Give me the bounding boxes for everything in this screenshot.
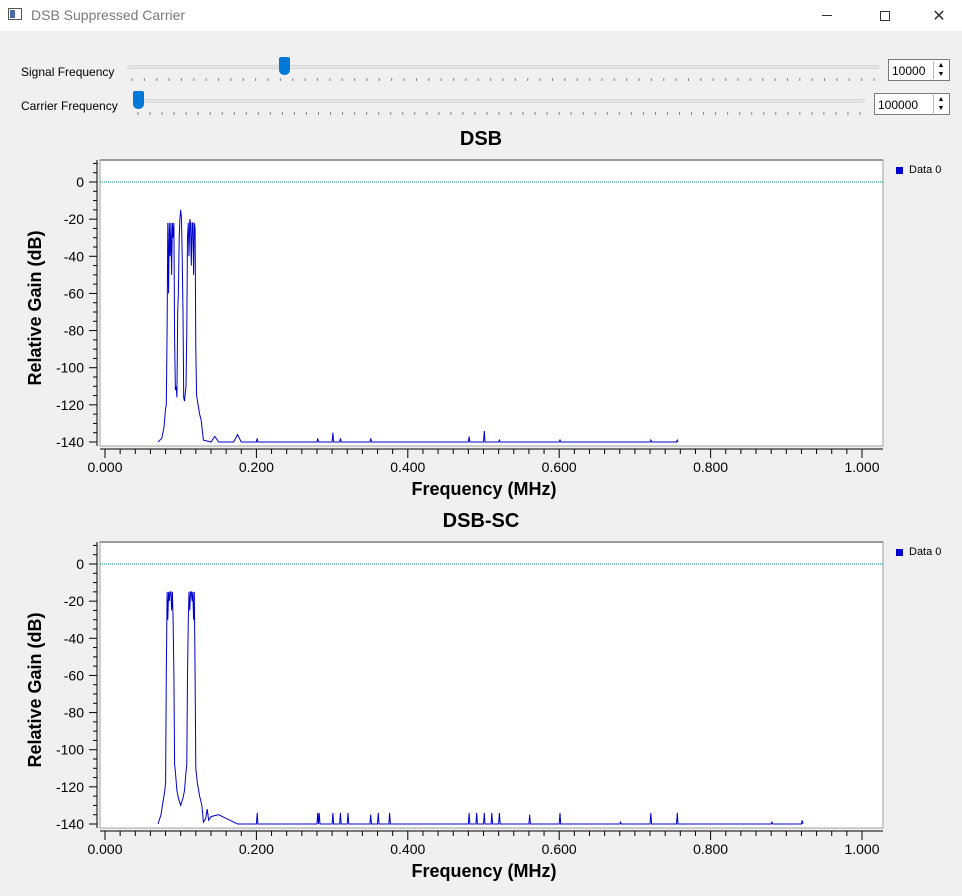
legend-dsb[interactable]: Data 0 — [896, 164, 941, 176]
window-title: DSB Suppressed Carrier — [31, 7, 186, 23]
y-tick-label: -80 — [64, 323, 84, 339]
x-tick-label: 0.000 — [87, 841, 122, 857]
carrier-frequency-value[interactable]: 100000 — [878, 98, 919, 112]
carrier-frequency-spinbox[interactable]: 100000 ▲ ▼ — [874, 93, 950, 115]
x-tick-label: 0.600 — [542, 841, 577, 857]
legend-swatch — [896, 166, 903, 174]
y-tick-label: -60 — [64, 285, 84, 301]
y-axis-label: Relative Gain (dB) — [25, 230, 45, 385]
x-tick-label: 1.000 — [844, 459, 879, 475]
maximize-icon — [880, 10, 890, 21]
x-tick-label: 0.600 — [542, 459, 577, 475]
title-bar: DSB Suppressed Carrier ✕ — [0, 0, 962, 31]
legend-label: Data 0 — [909, 164, 942, 176]
y-tick-label: -120 — [56, 397, 84, 413]
x-axis-label: Frequency (MHz) — [411, 479, 556, 499]
plot-title-dsb-sc: DSB-SC — [442, 510, 520, 532]
x-tick-label: 0.400 — [390, 841, 425, 857]
y-tick-label: -140 — [56, 816, 84, 832]
app-icon — [8, 8, 22, 20]
x-tick-label: 0.800 — [693, 841, 728, 857]
x-tick-label: 0.000 — [87, 459, 122, 475]
series-line-data-0 — [157, 209, 679, 443]
carrier-frequency-ticks — [137, 112, 861, 115]
spin-up-icon[interactable]: ▲ — [937, 96, 945, 103]
signal-frequency-value[interactable]: 10000 — [892, 64, 926, 78]
plot-canvas[interactable] — [99, 159, 884, 447]
y-tick-label: -40 — [64, 630, 84, 646]
signal-frequency-slider-handle[interactable] — [278, 57, 290, 75]
spin-down-icon[interactable]: ▼ — [937, 71, 945, 78]
plot-canvas[interactable] — [99, 541, 884, 829]
series-line-data-0 — [157, 591, 804, 825]
carrier-frequency-slider-track[interactable] — [133, 99, 865, 103]
x-tick-label: 0.200 — [239, 841, 274, 857]
y-tick-label: -20 — [64, 211, 84, 227]
x-tick-label: 0.800 — [693, 459, 728, 475]
legend-swatch — [896, 548, 903, 556]
y-tick-label: -80 — [64, 705, 84, 721]
y-tick-label: 0 — [76, 174, 84, 190]
y-tick-label: -40 — [64, 248, 84, 264]
legend-dsb-sc[interactable]: Data 0 — [896, 546, 941, 558]
close-icon: ✕ — [932, 7, 946, 25]
y-tick-label: -140 — [56, 434, 84, 450]
x-tick-label: 0.400 — [390, 459, 425, 475]
plot-title-dsb: DSB — [459, 128, 503, 150]
carrier-frequency-label: Carrier Frequency — [21, 99, 118, 113]
minimize-icon — [822, 15, 832, 16]
y-tick-label: 0 — [76, 556, 84, 572]
carrier-frequency-slider-handle[interactable] — [133, 91, 144, 109]
y-tick-label: -20 — [64, 593, 84, 609]
close-button[interactable]: ✕ — [916, 0, 962, 31]
x-tick-label: 0.200 — [239, 459, 274, 475]
y-tick-label: -60 — [64, 667, 84, 683]
legend-label: Data 0 — [909, 546, 942, 558]
y-tick-label: -100 — [56, 742, 84, 758]
y-tick-label: -100 — [56, 360, 84, 376]
signal-frequency-slider-track[interactable] — [127, 65, 879, 69]
signal-frequency-ticks — [131, 78, 875, 81]
maximize-button[interactable] — [862, 0, 908, 31]
minimize-button[interactable] — [804, 0, 850, 31]
y-tick-label: -120 — [56, 779, 84, 795]
spin-down-icon[interactable]: ▼ — [937, 105, 945, 112]
x-axis-label: Frequency (MHz) — [411, 861, 556, 881]
y-axis-label: Relative Gain (dB) — [25, 612, 45, 767]
signal-frequency-label: Signal Frequency — [21, 65, 115, 79]
x-tick-label: 1.000 — [844, 841, 879, 857]
spin-up-icon[interactable]: ▲ — [937, 62, 945, 69]
signal-frequency-spinbox[interactable]: 10000 ▲ ▼ — [888, 59, 950, 81]
